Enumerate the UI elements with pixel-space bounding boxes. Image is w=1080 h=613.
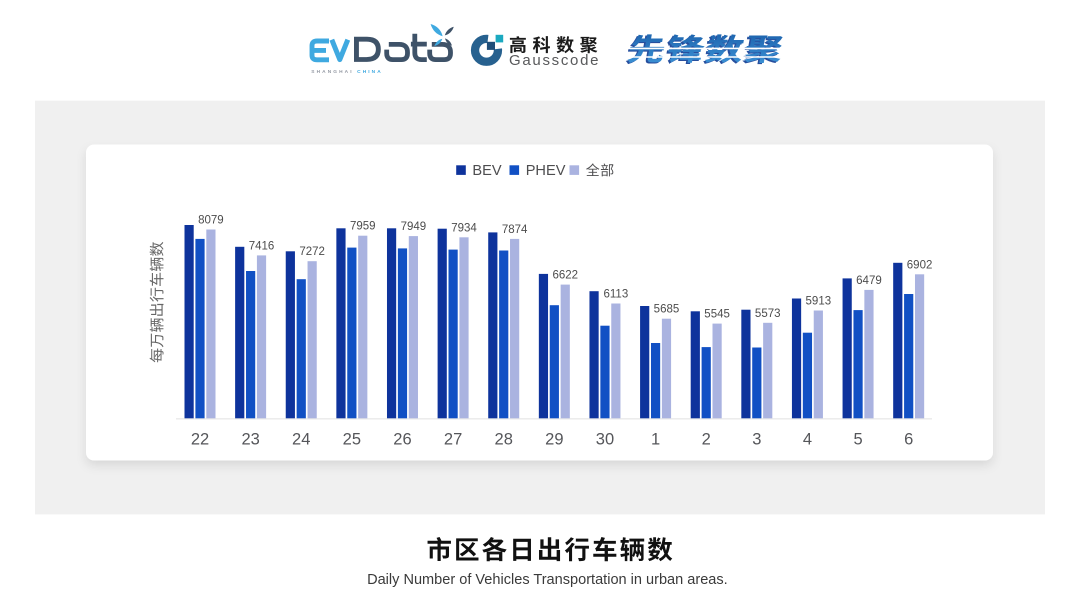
svg-text:4: 4 (803, 431, 812, 449)
svg-text:2: 2 (702, 431, 711, 449)
svg-text:5573: 5573 (755, 308, 781, 320)
svg-text:6479: 6479 (856, 275, 882, 287)
svg-text:Daily Number of Vehicles Trans: Daily Number of Vehicles Transportation … (367, 572, 728, 588)
svg-text:25: 25 (343, 431, 361, 449)
svg-text:8079: 8079 (198, 215, 224, 227)
svg-text:7934: 7934 (451, 222, 477, 234)
svg-text:29: 29 (545, 431, 563, 449)
svg-text:3: 3 (752, 431, 761, 449)
svg-text:30: 30 (596, 431, 614, 449)
svg-text:5545: 5545 (704, 309, 730, 321)
svg-text:6622: 6622 (552, 270, 578, 282)
svg-text:7949: 7949 (401, 221, 427, 233)
svg-text:7874: 7874 (502, 224, 528, 236)
svg-text:24: 24 (292, 431, 310, 449)
svg-text:6902: 6902 (907, 259, 933, 271)
svg-text:5913: 5913 (806, 296, 832, 308)
svg-text:22: 22 (191, 431, 209, 449)
svg-text:23: 23 (241, 431, 259, 449)
svg-text:28: 28 (495, 431, 513, 449)
svg-text:1: 1 (651, 431, 660, 449)
svg-text:5685: 5685 (654, 304, 680, 316)
svg-text:7272: 7272 (299, 246, 325, 258)
svg-text:7416: 7416 (249, 240, 275, 252)
svg-text:Gausscode: Gausscode (509, 52, 600, 69)
svg-text:27: 27 (444, 431, 462, 449)
svg-text:5: 5 (853, 431, 862, 449)
svg-text:7959: 7959 (350, 221, 376, 233)
svg-text:26: 26 (393, 431, 411, 449)
svg-text:SHANGHAI CHINA: SHANGHAI CHINA (311, 69, 383, 75)
svg-text:6: 6 (904, 431, 913, 449)
svg-text:6113: 6113 (603, 289, 628, 301)
svg-text:BEV: BEV (472, 163, 501, 179)
svg-text:PHEV: PHEV (526, 163, 566, 179)
